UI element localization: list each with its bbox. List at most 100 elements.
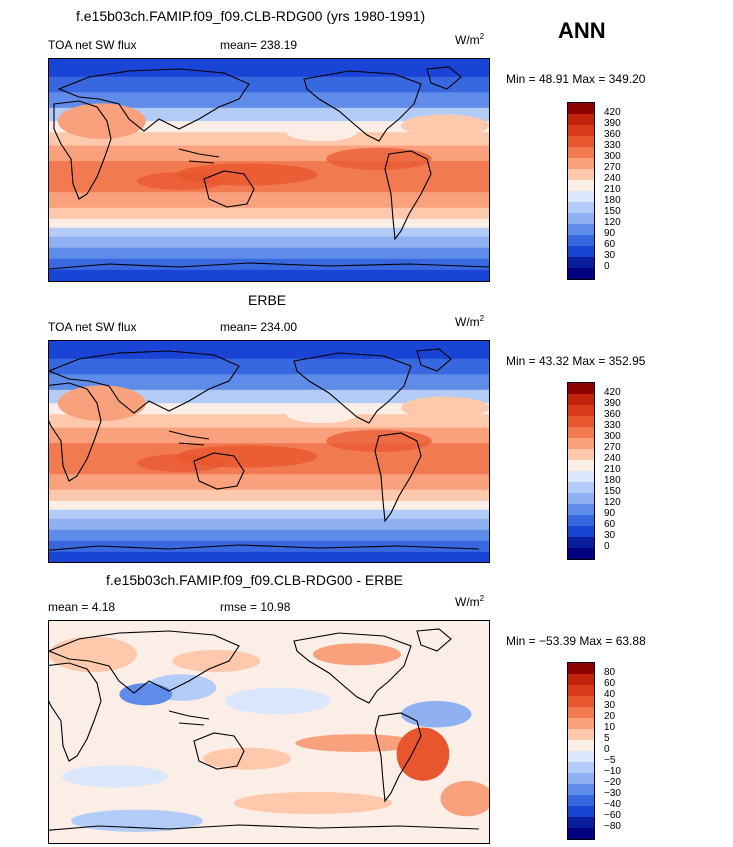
colorbar-swatch (568, 136, 594, 147)
colorbar-tick-label: 330 (604, 140, 621, 151)
colorbar-tick-label: 20 (604, 711, 616, 722)
field-blob (313, 643, 401, 666)
season-label: ANN (558, 18, 606, 43)
panel3-mean-label: mean = 4.18 (48, 600, 116, 614)
field-band (49, 540, 489, 553)
colorbar-tick-label: 240 (604, 453, 621, 464)
panel1-mean-label: mean= 238.19 (220, 38, 298, 52)
field-blob (401, 114, 489, 137)
field-blob (286, 405, 357, 424)
field-band (49, 551, 489, 562)
field-blob (57, 103, 146, 139)
colorbar-swatch (568, 224, 594, 235)
field-band (49, 258, 489, 271)
colorbar-swatch (568, 383, 594, 394)
colorbar-swatch (568, 663, 594, 674)
colorbar-tick-label: 270 (604, 162, 621, 173)
colorbar-tick-label: 330 (604, 420, 621, 431)
panel3-minmax: Min = −53.39 Max = 63.88 (506, 634, 646, 648)
colorbar-tick-label: 210 (604, 184, 621, 195)
coastlines (49, 348, 480, 551)
panel3-rmse-label: rmse = 10.98 (220, 600, 291, 614)
field-band (49, 218, 489, 229)
colorbar-swatch (568, 246, 594, 257)
colorbar-tick-label: 40 (604, 689, 616, 700)
map-canvas (49, 59, 489, 281)
colorbar-swatch (568, 438, 594, 449)
panel1-minmax: Min = 48.91 Max = 349.20 (506, 72, 646, 86)
colorbar-tick-label: −5 (604, 755, 616, 766)
colorbar-swatch (568, 147, 594, 158)
colorbar-tick-label: −80 (604, 821, 621, 832)
field-band (49, 509, 489, 520)
colorbar-tick-label: 300 (604, 151, 621, 162)
panel1-variable-label: TOA net SW flux (48, 38, 137, 52)
colorbar-tick-label: 30 (604, 530, 616, 541)
colorbar-swatch (568, 180, 594, 191)
colorbar-swatch (568, 202, 594, 213)
colorbar-swatch (568, 158, 594, 169)
colorbar-tick-label: 390 (604, 398, 621, 409)
colorbar-tick-label: 90 (604, 508, 616, 519)
colorbar-tick-label: 180 (604, 475, 621, 486)
field-blob (326, 147, 432, 170)
colorbar-swatch (568, 515, 594, 526)
panel3-map (48, 620, 490, 844)
field-blob (286, 123, 357, 142)
colorbar-swatch (568, 707, 594, 718)
colorbar-swatch (568, 504, 594, 515)
coastlines (49, 66, 489, 270)
colorbar-swatch (568, 471, 594, 482)
colorbar-swatch (568, 762, 594, 773)
colorbar-swatch (568, 427, 594, 438)
field-band (49, 247, 489, 260)
colorbar-swatch (568, 235, 594, 246)
panel2-mean-label: mean= 234.00 (220, 320, 298, 334)
colorbar-tick-label: 60 (604, 678, 616, 689)
field-band (49, 192, 489, 209)
panel2-colorbar (567, 382, 595, 560)
colorbar-swatch (568, 213, 594, 224)
field-band (49, 414, 489, 429)
colorbar-tick-label: 0 (604, 744, 610, 755)
field-blob (172, 649, 261, 673)
panel1-colorbar (567, 102, 595, 280)
field-band (49, 59, 489, 78)
colorbar-swatch (568, 449, 594, 460)
colorbar-swatch (568, 526, 594, 537)
colorbar-tick-label: 30 (604, 700, 616, 711)
field-blob (233, 791, 393, 815)
panel1-title: f.e15b03ch.FAMIP.f09_f09.CLB-RDG00 (yrs … (76, 8, 426, 24)
colorbar-tick-label: 390 (604, 118, 621, 129)
field-band (49, 474, 489, 491)
colorbar-swatch (568, 268, 594, 279)
colorbar-swatch (568, 729, 594, 740)
colorbar-tick-label: 60 (604, 239, 616, 250)
colorbar-tick-label: 360 (604, 129, 621, 140)
map-canvas (49, 621, 489, 843)
field-band (49, 269, 489, 281)
colorbar-tick-label: 420 (604, 107, 621, 118)
colorbar-swatch (568, 751, 594, 762)
colorbar-swatch (568, 460, 594, 471)
colorbar-swatch (568, 674, 594, 685)
colorbar-tick-label: 300 (604, 431, 621, 442)
field-blob (137, 454, 225, 472)
colorbar-tick-label: 180 (604, 195, 621, 206)
field-band (49, 489, 489, 502)
colorbar-tick-label: 30 (604, 250, 616, 261)
colorbar-swatch (568, 257, 594, 268)
colorbar-tick-label: 60 (604, 519, 616, 530)
colorbar-swatch (568, 685, 594, 696)
field-band (49, 518, 489, 531)
field-blob (119, 683, 173, 706)
field-blob (49, 636, 137, 673)
colorbar-tick-label: 360 (604, 409, 621, 420)
colorbar-tick-label: 120 (604, 217, 621, 228)
colorbar-tick-label: 0 (604, 541, 610, 552)
panel2-minmax: Min = 43.32 Max = 352.95 (506, 354, 646, 368)
colorbar-swatch (568, 773, 594, 784)
colorbar-swatch (568, 817, 594, 828)
colorbar-tick-label: −10 (604, 766, 621, 777)
colorbar-swatch (568, 416, 594, 427)
